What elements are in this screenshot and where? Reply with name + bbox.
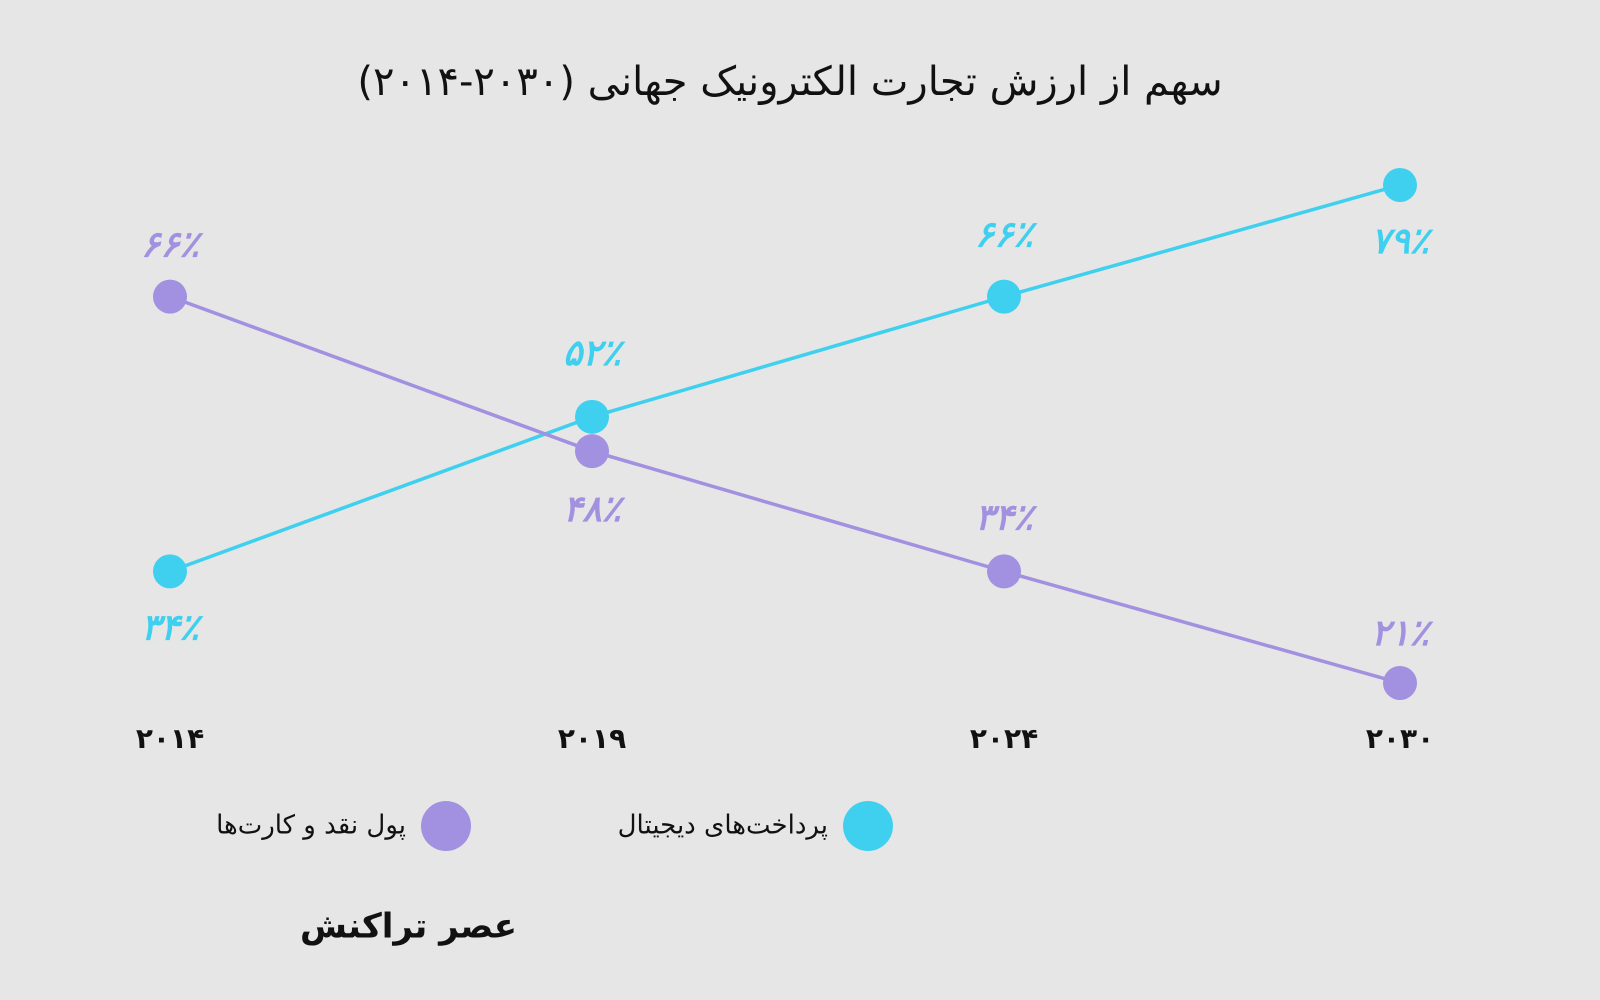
chart-title: سهم از ارزش تجارت الکترونیک جهانی (۲۰۳۰-… bbox=[357, 59, 1222, 105]
value-label: ۶۶٪ bbox=[975, 215, 1038, 256]
series-line bbox=[169, 183, 1401, 574]
data-point bbox=[1383, 666, 1417, 700]
x-tick-label: ۲۰۱۴ bbox=[136, 722, 204, 755]
brand-logo: عصر تراکنش bbox=[300, 907, 517, 947]
legend-label: پرداخت‌های دیجیتال bbox=[618, 811, 828, 841]
data-point bbox=[575, 399, 609, 434]
data-point bbox=[153, 554, 187, 589]
x-tick-label: ۲۰۲۴ bbox=[970, 722, 1038, 755]
series-line bbox=[169, 294, 1401, 685]
value-label: ۳۴٪ bbox=[141, 607, 204, 648]
legend-label: پول نقد و کارت‌ها bbox=[216, 811, 406, 841]
data-point bbox=[575, 434, 609, 469]
x-tick-label: ۲۰۱۹ bbox=[558, 722, 626, 755]
value-label: ۴۸٪ bbox=[563, 489, 626, 530]
x-tick-label: ۲۰۳۰ bbox=[1366, 722, 1434, 755]
data-point bbox=[987, 279, 1021, 314]
legend-marker bbox=[843, 801, 893, 851]
value-label: ۲۱٪ bbox=[1371, 613, 1434, 654]
data-point bbox=[153, 279, 187, 314]
value-label: ۵۲٪ bbox=[563, 333, 626, 374]
value-label: ۳۴٪ bbox=[975, 497, 1038, 538]
legend-marker bbox=[421, 801, 471, 851]
data-point bbox=[1383, 168, 1417, 202]
value-label: ۶۶٪ bbox=[141, 225, 204, 266]
value-label: ۷۹٪ bbox=[1371, 221, 1434, 262]
data-point bbox=[987, 554, 1021, 589]
